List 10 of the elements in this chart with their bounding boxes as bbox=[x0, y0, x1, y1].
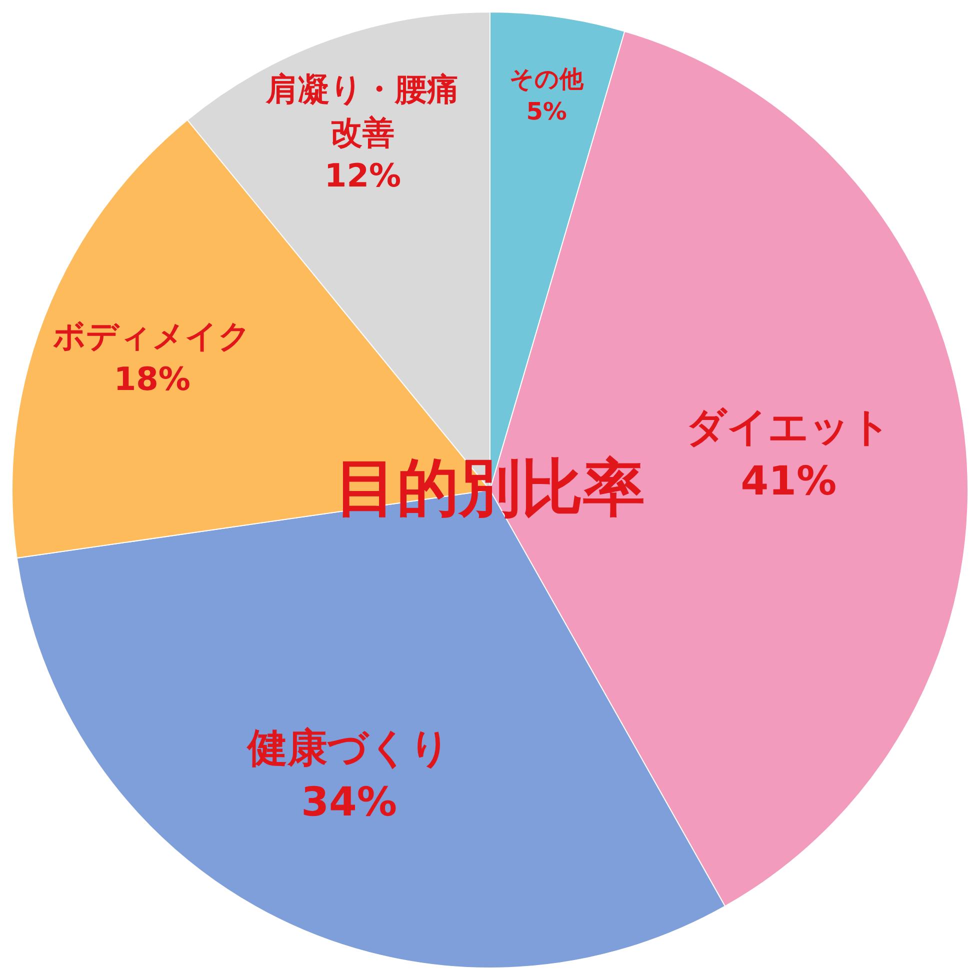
data-label: 5% bbox=[526, 98, 567, 126]
data-label: 41% bbox=[740, 458, 837, 505]
slice-label: その他 bbox=[510, 65, 585, 94]
data-label: 34% bbox=[301, 780, 397, 826]
slice-label: 肩凝り・腰痛改善 bbox=[265, 70, 460, 152]
slice-label: ダイエット bbox=[686, 404, 892, 451]
slice-label: 健康づくり bbox=[246, 726, 451, 772]
data-label: 12% bbox=[324, 156, 402, 194]
slice-label: ボディメイク bbox=[53, 316, 252, 355]
data-label: 18% bbox=[114, 360, 190, 398]
